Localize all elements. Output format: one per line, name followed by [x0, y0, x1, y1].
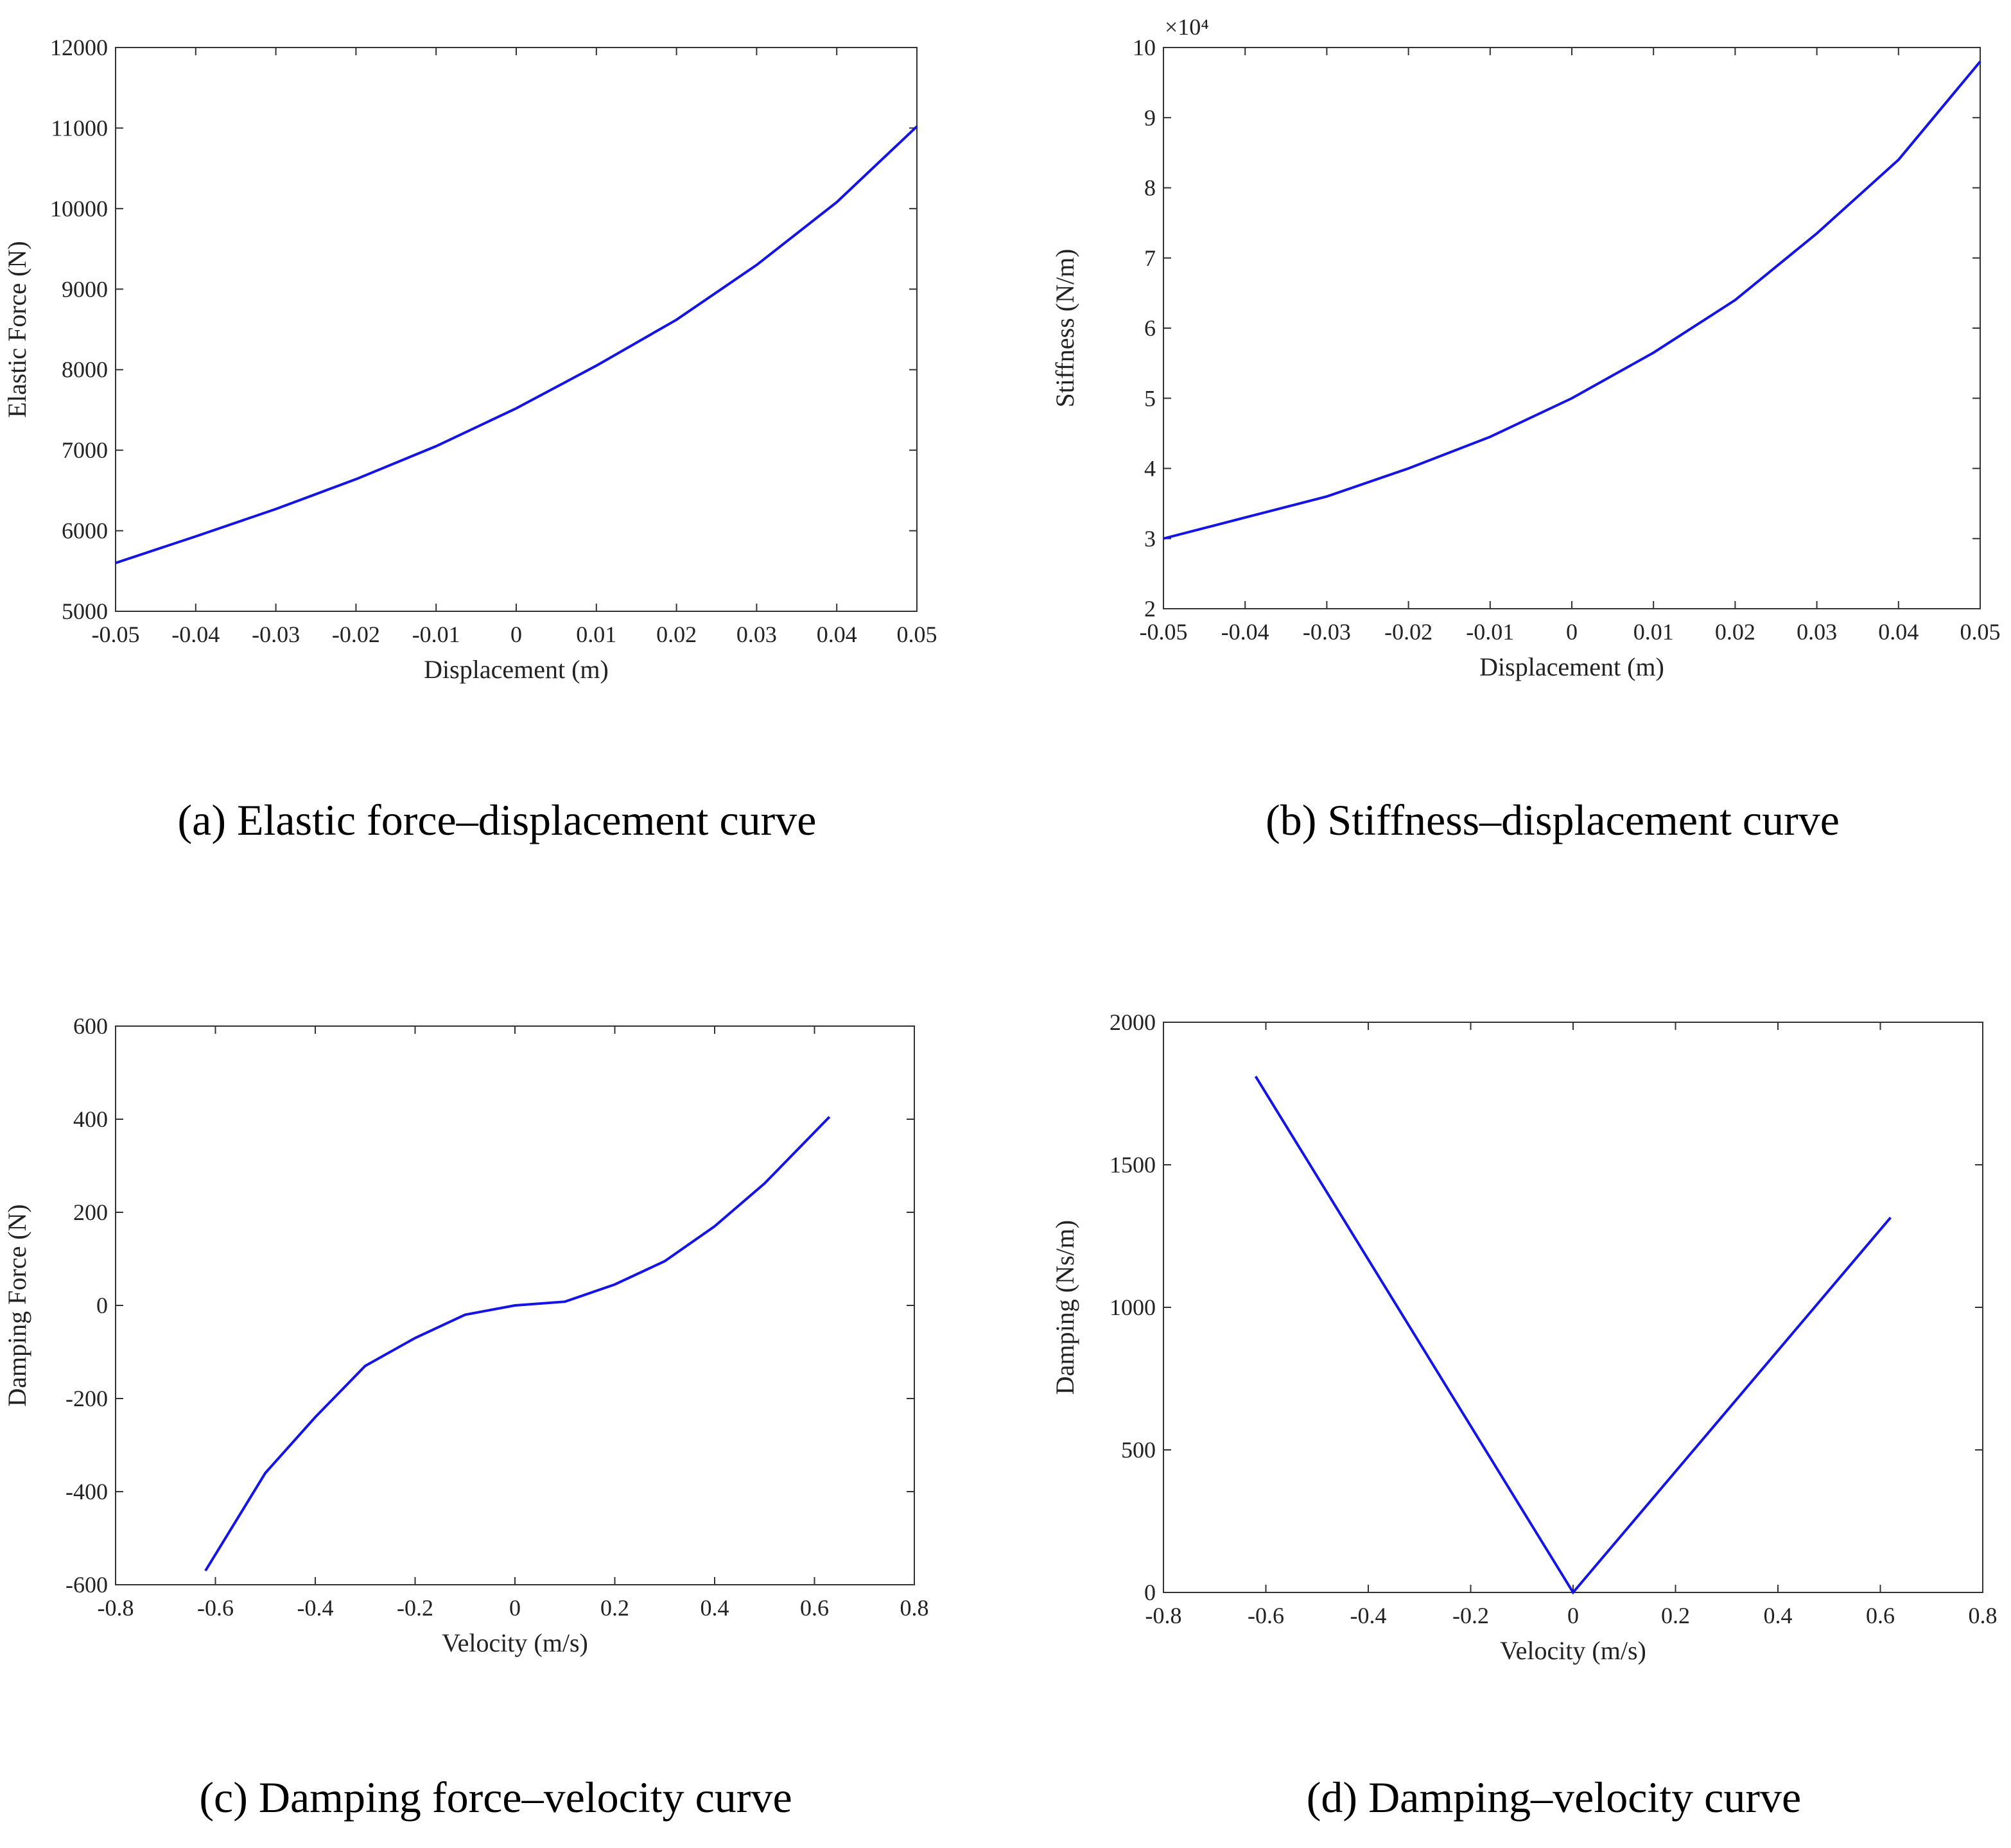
x-axis-label: Velocity (m/s) — [442, 1628, 588, 1657]
panel: -0.05 -0.04 -0.03 -0.02 -0.01 0 0.01 0.02 0.03 0.… — [3, 35, 937, 844]
y-tick-label: -600 — [65, 1572, 108, 1598]
y-tick-label: 500 — [1121, 1437, 1156, 1463]
y-tick-label: 6000 — [62, 518, 108, 544]
x-tick-label: 0 — [510, 622, 522, 647]
x-tick-label: -0.02 — [332, 622, 380, 647]
x-axis-label: Displacement (m) — [424, 655, 609, 684]
plot-frame — [1163, 47, 1981, 609]
x-tick-label: -0.6 — [1248, 1603, 1284, 1628]
y-tick-label: -400 — [65, 1479, 108, 1504]
y-tick-label: 10 — [1133, 35, 1156, 60]
y-axis-label: Stiffness (N/m) — [1050, 248, 1079, 407]
x-tick-label: -0.03 — [252, 622, 300, 647]
y-axis-label: Elastic Force (N) — [3, 241, 31, 417]
x-tick-label: -0.02 — [1384, 619, 1432, 645]
x-tick-label: 0.8 — [1969, 1603, 1998, 1628]
data-line — [1254, 1076, 1892, 1595]
y-tick-label: 4 — [1144, 456, 1156, 482]
y-tick-label: 9000 — [62, 276, 108, 302]
x-tick-label: -0.04 — [171, 622, 220, 647]
y-tick-label: 0 — [96, 1293, 108, 1318]
y-tick-label: 6 — [1144, 315, 1156, 341]
y-tick-label: 2 — [1144, 596, 1156, 622]
x-tick-label: 0.01 — [576, 622, 616, 647]
x-tick-label: -0.03 — [1303, 619, 1351, 645]
x-tick-label: 0.2 — [1661, 1603, 1690, 1628]
x-tick-label: 0.02 — [1715, 619, 1755, 645]
x-tick-label: 0.04 — [1878, 619, 1919, 645]
x-tick-label: 0.4 — [701, 1595, 729, 1621]
caption: (c) Damping force–velocity curve — [199, 1773, 792, 1822]
x-tick-label: 0.8 — [900, 1595, 929, 1621]
y-axis-label: Damping (Ns/m) — [1050, 1220, 1079, 1395]
y-tick-label: 10000 — [50, 196, 108, 222]
x-tick-label: -0.8 — [1145, 1603, 1182, 1628]
caption: (d) Damping–velocity curve — [1307, 1773, 1801, 1822]
y-multiplier: ×10⁴ — [1165, 14, 1209, 40]
x-tick-label: -0.2 — [1452, 1603, 1489, 1628]
y-tick-label: 8 — [1144, 175, 1156, 201]
x-tick-label: 0 — [509, 1595, 521, 1621]
caption: (a) Elastic force–displacement curve — [178, 796, 817, 844]
panel: -0.8 -0.6 -0.4 -0.2 0 0.2 0.4 0.6 0.8 -600 -400 -20… — [3, 1013, 929, 1822]
x-tick-label: 0.4 — [1764, 1603, 1793, 1628]
y-tick-label: 5 — [1144, 385, 1156, 411]
y-tick-label: -200 — [65, 1386, 108, 1411]
x-tick-label: -0.04 — [1221, 619, 1269, 645]
y-tick-label: 0 — [1144, 1580, 1156, 1605]
caption: (b) Stiffness–displacement curve — [1266, 796, 1840, 844]
y-tick-label: 3 — [1144, 526, 1156, 552]
x-tick-label: 0.01 — [1633, 619, 1674, 645]
x-tick-label: 0.2 — [600, 1595, 629, 1621]
x-tick-label: -0.2 — [397, 1595, 433, 1621]
y-tick-label: 600 — [73, 1013, 108, 1039]
x-tick-label: 0.05 — [897, 622, 937, 647]
y-tick-label: 7 — [1144, 245, 1156, 271]
y-tick-label: 200 — [73, 1199, 108, 1225]
x-tick-label: -0.01 — [412, 622, 460, 647]
y-tick-label: 8000 — [62, 357, 108, 383]
x-tick-label: 0 — [1566, 619, 1578, 645]
data-line — [115, 125, 918, 564]
y-tick-label: 11000 — [51, 115, 108, 141]
y-tick-label: 400 — [73, 1106, 108, 1132]
x-tick-label: -0.8 — [98, 1595, 134, 1621]
y-tick-label: 1500 — [1110, 1152, 1156, 1178]
x-tick-label: -0.01 — [1466, 619, 1514, 645]
x-tick-label: 0.04 — [817, 622, 857, 647]
plot-frame — [1163, 1022, 1983, 1593]
y-tick-label: 2000 — [1110, 1009, 1156, 1035]
plot-frame — [115, 47, 918, 612]
y-tick-label: 12000 — [50, 35, 108, 60]
data-line — [204, 1115, 831, 1572]
x-tick-label: 0.6 — [800, 1595, 829, 1621]
x-tick-label: 0.6 — [1866, 1603, 1895, 1628]
y-tick-label: 9 — [1144, 105, 1156, 130]
x-axis-label: Displacement (m) — [1479, 652, 1664, 681]
x-tick-label: 0.03 — [1797, 619, 1837, 645]
x-tick-label: -0.05 — [1140, 619, 1188, 645]
data-line — [1163, 60, 1981, 540]
y-tick-label: 5000 — [62, 598, 108, 624]
x-axis-label: Velocity (m/s) — [1500, 1636, 1646, 1665]
panel: -0.05 -0.04 -0.03 -0.02 -0.01 0 0.01 0.02 0.03 0.… — [1050, 14, 2001, 844]
x-tick-label: -0.4 — [1350, 1603, 1387, 1628]
y-tick-label: 1000 — [1110, 1294, 1156, 1320]
y-axis-label: Damping Force (N) — [3, 1204, 31, 1406]
x-tick-label: 0.05 — [1960, 619, 2001, 645]
x-tick-label: -0.6 — [197, 1595, 234, 1621]
x-tick-label: 0 — [1567, 1603, 1579, 1628]
x-tick-label: -0.05 — [92, 622, 140, 647]
x-tick-label: 0.02 — [656, 622, 697, 647]
panel: -0.8 -0.6 -0.4 -0.2 0 0.2 0.4 0.6 0.8 0 500 1000 150… — [1050, 1009, 1998, 1822]
y-tick-label: 7000 — [62, 437, 108, 463]
x-tick-label: 0.03 — [736, 622, 777, 647]
x-tick-label: -0.4 — [297, 1595, 334, 1621]
